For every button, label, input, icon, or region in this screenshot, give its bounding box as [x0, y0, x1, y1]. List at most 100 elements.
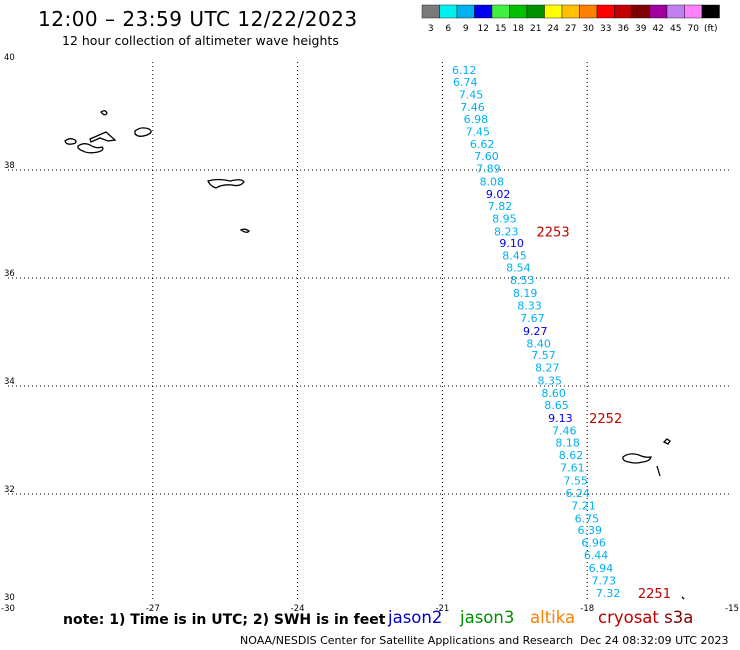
swh-value-label: 6.62: [470, 138, 495, 151]
chart-subtitle: 12 hour collection of altimeter wave hei…: [62, 33, 339, 48]
grid-lines: [8, 62, 732, 602]
x-tick-label: -24: [291, 604, 305, 614]
y-tick-label: 40: [4, 53, 15, 63]
sat-label-jason3: jason3: [460, 608, 515, 627]
swh-value-label: 6.12: [452, 64, 477, 77]
swh-value-label: 8.65: [544, 399, 569, 412]
swh-value-label: 6.39: [578, 524, 603, 537]
swh-value-label: 7.67: [520, 312, 545, 325]
swh-value-label: 9.27: [523, 325, 548, 338]
sat-label-cryosat-s3a: cryosat s3a: [598, 608, 693, 627]
legend-label: 45: [670, 24, 681, 34]
legend-label: 33: [600, 24, 611, 34]
footnote: note: 1) Time is in UTC; 2) SWH is in fe…: [63, 612, 386, 628]
y-tick-label: 36: [4, 269, 15, 279]
swh-value-label: 7.45: [459, 88, 484, 101]
legend-label: 18: [513, 24, 525, 34]
island-outline: [681, 596, 685, 600]
time-labels: 2253 2252 2251: [537, 226, 671, 602]
island-outline: [239, 228, 250, 233]
swh-value-label: 7.60: [474, 150, 499, 163]
legend-label: 39: [635, 24, 647, 34]
island-outline: [64, 138, 77, 145]
legend-label: 24: [548, 24, 560, 34]
x-tick-label: -21: [435, 604, 449, 614]
island-outline: [89, 131, 117, 143]
sat-label-altika: altika: [530, 608, 576, 627]
legend-swatch: [701, 4, 720, 19]
swh-value-label: 8.45: [502, 249, 527, 262]
swh-value-label: 7.89: [476, 162, 501, 175]
swh-value-label: 8.27: [535, 362, 560, 375]
y-tick-label: 32: [4, 485, 15, 495]
generated-time: Dec 24 08:32:09 UTC 2023: [580, 634, 729, 647]
legend-label: 36: [618, 24, 630, 34]
legend-label: 21: [530, 24, 541, 34]
legend-label: 15: [495, 24, 506, 34]
legend-label: (ft): [704, 24, 718, 34]
legend-label: 3: [428, 24, 434, 34]
swh-value-label: 8.95: [492, 213, 516, 226]
y-tick-label: 34: [4, 377, 15, 387]
swh-value-label: 8.40: [526, 337, 551, 350]
swh-value-label: 9.02: [486, 188, 511, 201]
legend-label: 27: [565, 24, 576, 34]
swh-value-label: 8.54: [506, 262, 531, 275]
x-tick-label: -15: [725, 604, 739, 614]
x-tick-label: -18: [580, 604, 594, 614]
x-tick-label: -30: [1, 604, 15, 614]
swh-value-label: 9.10: [499, 237, 524, 250]
swh-value-label: 8.62: [559, 449, 584, 462]
swh-value-label: 6.44: [584, 549, 609, 562]
swh-value-label: 8.60: [541, 387, 566, 400]
swh-value-label: 9.13: [548, 412, 573, 425]
swh-value-label: 6.98: [464, 113, 489, 126]
legend-label: 12: [478, 24, 489, 34]
swh-value-label: 7.73: [592, 574, 617, 587]
swh-value-label: 8.19: [513, 287, 538, 300]
swh-value-label: 8.35: [537, 375, 562, 388]
swh-value-label: 8.33: [517, 300, 542, 313]
legend-label: 30: [583, 24, 595, 34]
data-points: 6.126.747.457.466.987.456.627.607.898.08…: [452, 64, 620, 600]
swh-value-label: 7.61: [560, 462, 585, 475]
swh-value-label: 6.94: [589, 562, 614, 575]
island-outline: [134, 127, 152, 137]
legend-label: 6: [445, 24, 451, 34]
land-outlines: [64, 110, 685, 600]
swh-value-label: 7.57: [531, 349, 556, 362]
swh-value-label: 8.08: [480, 175, 505, 188]
credit-line: NOAA/NESDIS Center for Satellite Applica…: [240, 634, 574, 647]
swh-value-label: 6.24: [565, 487, 590, 500]
swh-value-label: 7.82: [488, 200, 512, 213]
x-tick-label: -27: [146, 604, 160, 614]
color-legend: 3 6 9 12 15 18 21 24 27 30 33 36 39 42 45 70 (ft): [421, 4, 720, 34]
swh-value-label: 7.45: [466, 126, 491, 139]
swh-value-label: 7.32: [596, 587, 621, 600]
swh-value-label: 6.96: [581, 537, 606, 550]
swh-value-label: 8.53: [510, 274, 535, 287]
island-outline: [622, 453, 652, 464]
axis-ticks: -30 -27 -24 -21 -18 -15 40 38 36 34 32 30: [1, 53, 739, 614]
legend-label: 9: [463, 24, 469, 34]
legend-label: 70: [688, 24, 700, 34]
swh-value-label: 7.46: [460, 101, 485, 114]
island-outline: [100, 110, 108, 116]
swh-value-label: 6.74: [453, 76, 478, 89]
sat-label-s3a: s3a: [658, 608, 694, 627]
pass-time-label: 2251: [638, 587, 671, 602]
pass-time-label: 2252: [589, 412, 622, 427]
y-tick-label: 30: [4, 593, 15, 603]
swh-value-label: 8.23: [494, 226, 518, 239]
y-tick-label: 38: [4, 161, 15, 171]
island-outline: [77, 143, 104, 154]
swh-value-label: 7.55: [564, 475, 589, 488]
island-outline: [662, 438, 671, 445]
swh-value-label: 7.46: [552, 424, 577, 437]
swh-value-label: 7.21: [571, 499, 596, 512]
pass-time-label: 2253: [537, 226, 570, 241]
island-outline: [207, 178, 245, 189]
sat-label-cryosat: cryosat: [598, 608, 659, 627]
island-outline: [656, 465, 661, 477]
